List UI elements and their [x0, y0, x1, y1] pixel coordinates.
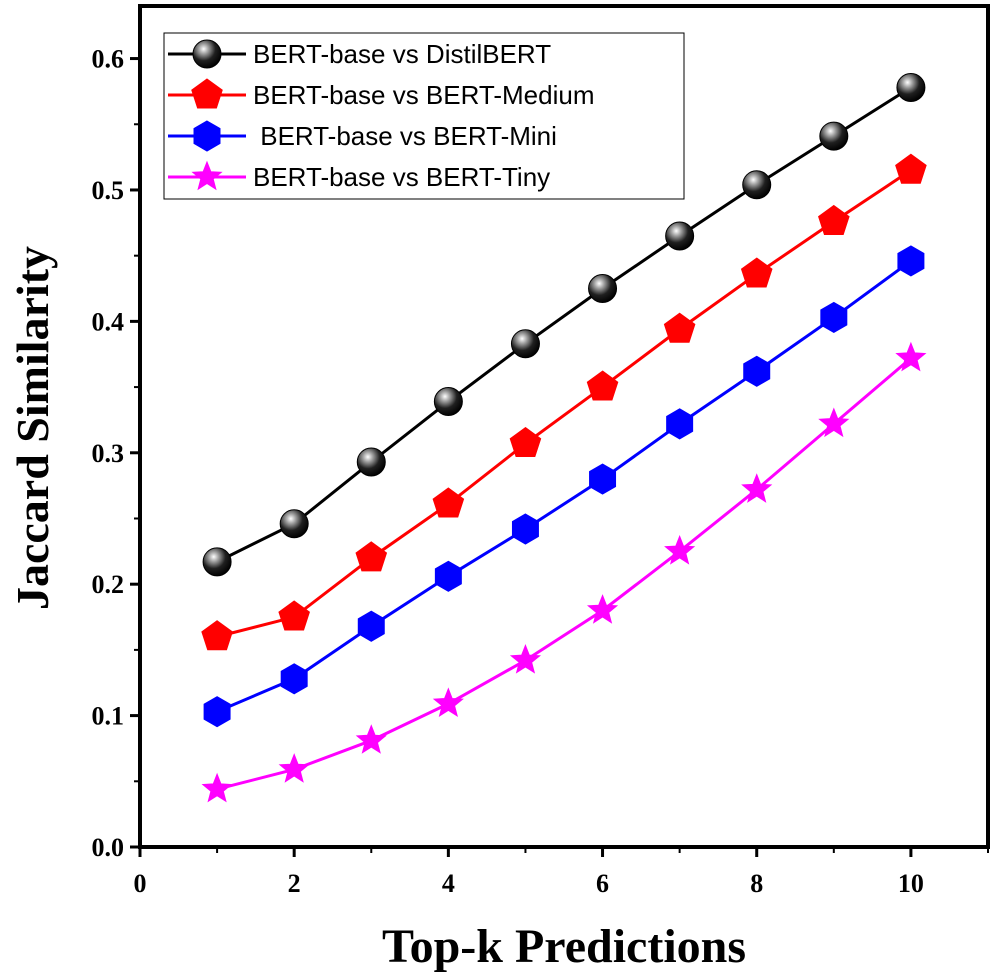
y-tick-label: 0.4 [92, 307, 125, 336]
data-point-pentagon-marker [663, 312, 696, 343]
data-point-sphere-marker [433, 387, 463, 417]
x-tick-label: 8 [750, 869, 763, 898]
data-point-star-marker [664, 534, 696, 565]
x-tick-label: 4 [442, 869, 455, 898]
data-point-sphere-marker [588, 274, 618, 304]
y-tick-label: 0.2 [92, 570, 125, 599]
legend-label: BERT-base vs DistilBERT [253, 39, 551, 69]
data-point-pentagon-marker [432, 487, 465, 518]
data-point-hexagon-marker [897, 245, 925, 277]
data-point-sphere-marker [819, 121, 849, 151]
data-point-pentagon-marker [586, 370, 619, 401]
data-point-hexagon-marker [511, 513, 539, 545]
y-tick-label: 0.5 [92, 176, 125, 205]
data-point-pentagon-marker [895, 153, 927, 184]
data-point-hexagon-marker [589, 463, 617, 495]
legend-sphere-marker [192, 39, 222, 69]
legend-entry-4: BERT-base vs BERT-Tiny [168, 160, 550, 192]
legend: BERT-base vs DistilBERT BERT-base vs BERT… [163, 32, 685, 200]
data-point-pentagon-marker [818, 204, 850, 235]
legend-star-marker [191, 160, 223, 191]
legend-label: BERT-base vs BERT-Mini [253, 121, 557, 151]
x-axis-title: Top-k Predictions [382, 920, 746, 973]
legend-entry-2: BERT-base vs BERT-Medium [168, 78, 595, 110]
x-tick-label: 0 [134, 869, 147, 898]
data-point-pentagon-marker [278, 600, 310, 631]
data-point-hexagon-marker [203, 696, 231, 728]
data-point-hexagon-marker [743, 355, 771, 387]
legend-hexagon-marker [193, 120, 221, 152]
data-point-star-marker [432, 687, 464, 718]
legend-label: BERT-base vs BERT-Tiny [253, 162, 550, 192]
x-tick-label: 2 [288, 869, 301, 898]
plot-frame [138, 4, 990, 849]
data-point-hexagon-marker [357, 610, 385, 642]
data-point-pentagon-marker [509, 426, 542, 458]
data-point-sphere-marker [510, 329, 540, 359]
x-tick-label: 10 [898, 869, 924, 898]
legend-label: BERT-base vs BERT-Medium [253, 80, 595, 110]
series-line-1 [216, 86, 912, 564]
data-point-star-marker [201, 772, 233, 803]
data-point-pentagon-marker [740, 257, 773, 288]
series-line-2 [216, 169, 912, 639]
axes-layer: 0.0 0.1 0.2 0.3 0.4 0.5 0.6 0 2 4 6 8 10 Top-k Predic… [7, 4, 990, 973]
legend-entry-3: BERT-base vs BERT-Mini [168, 120, 557, 152]
legend-entry-1: BERT-base vs DistilBERT [168, 39, 551, 69]
data-point-hexagon-marker [820, 301, 848, 334]
data-point-star-marker [586, 594, 619, 624]
data-point-sphere-marker [896, 72, 926, 102]
data-point-hexagon-marker [434, 560, 462, 592]
data-point-sphere-marker [356, 447, 386, 477]
y-tick-label: 0.6 [92, 45, 125, 74]
series-line-4 [216, 357, 912, 791]
y-axis-title: Jaccard Similarity [7, 246, 58, 610]
data-point-star-marker [509, 644, 542, 674]
y-tick-label: 0.1 [92, 702, 125, 731]
data-point-sphere-marker [279, 509, 309, 539]
data-point-star-marker [895, 341, 927, 372]
data-point-hexagon-marker [666, 408, 694, 440]
y-tick-label: 0.3 [92, 439, 125, 468]
data-point-star-marker [818, 407, 850, 438]
data-point-pentagon-marker [355, 541, 388, 572]
series-4 [201, 341, 927, 803]
data-point-hexagon-marker [280, 663, 308, 695]
data-point-sphere-marker [202, 547, 232, 577]
series-3 [203, 245, 925, 728]
series-1 [202, 72, 926, 577]
x-tick-label: 6 [596, 869, 609, 898]
data-point-pentagon-marker [201, 620, 233, 651]
legend-box [163, 32, 685, 200]
series-2 [201, 153, 927, 651]
data-point-star-marker [741, 473, 773, 503]
data-point-sphere-marker [665, 221, 695, 251]
y-tick-label: 0.0 [92, 833, 125, 862]
data-point-star-marker [278, 753, 310, 783]
legend-pentagon-marker [191, 78, 223, 109]
series-layer [201, 72, 927, 803]
series-line-3 [216, 259, 912, 714]
data-point-star-marker [355, 724, 387, 754]
data-point-sphere-marker [742, 170, 772, 200]
